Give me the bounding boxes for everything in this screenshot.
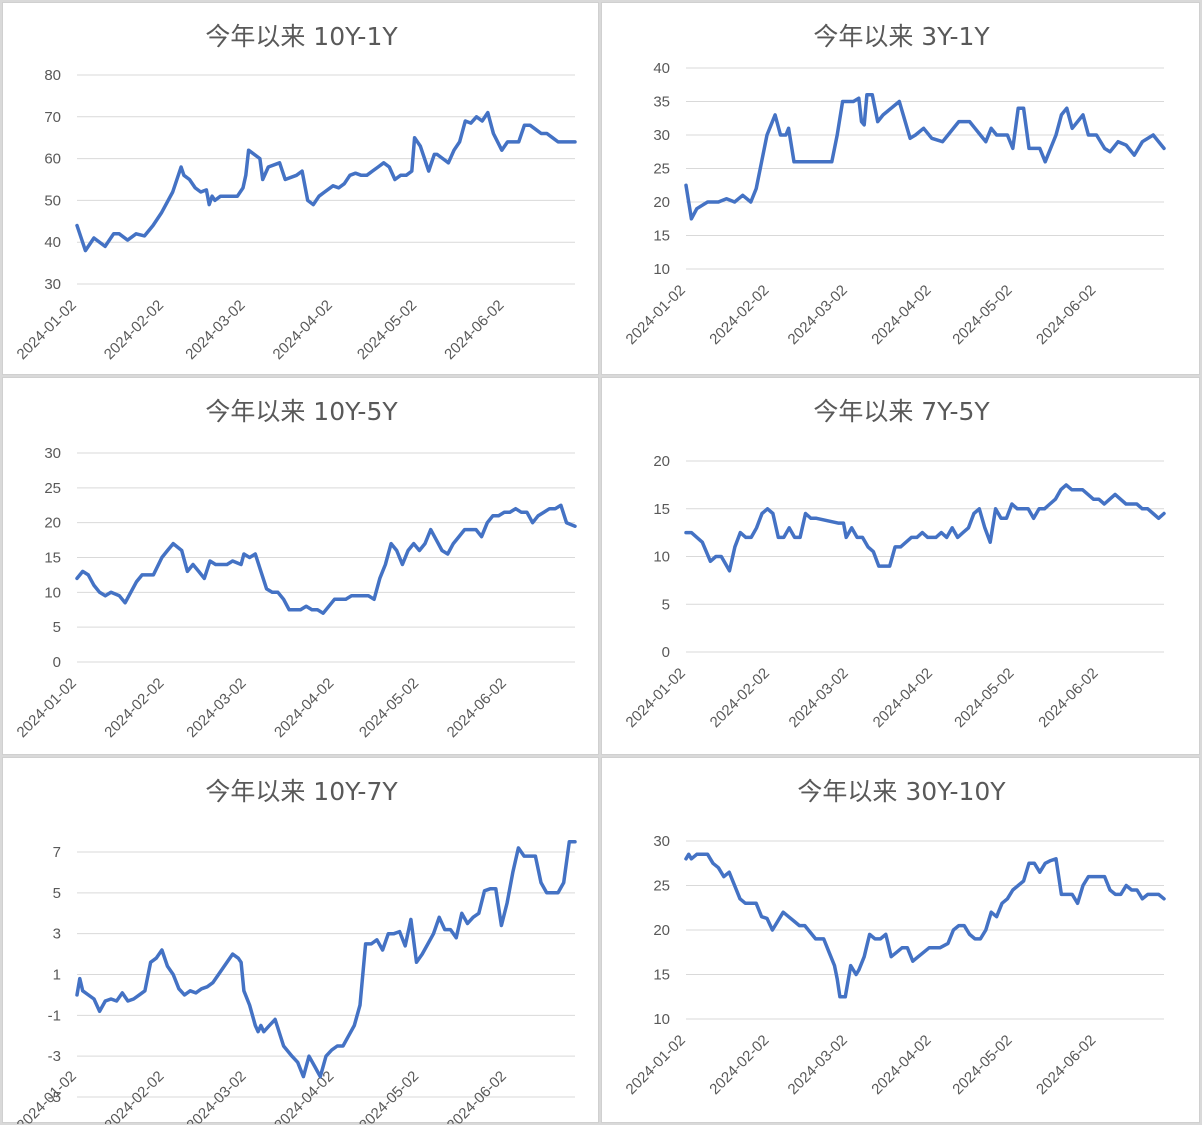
x-tick-label: 2024-04-02 <box>271 675 337 741</box>
y-tick-label: 20 <box>653 453 670 470</box>
chart-panel-2: 今年以来 3Y-1Y 10 15 20 25 30 35 40 2024-01-02 2024-0… <box>601 2 1200 375</box>
y-tick-label: 60 <box>44 151 61 168</box>
x-tick-label: 2024-01-02 <box>14 1068 80 1124</box>
series-line <box>75 503 577 615</box>
y-tick-label: 10 <box>653 1011 670 1028</box>
x-tick-label: 2024-02-02 <box>706 1032 772 1098</box>
x-tick-label: 2024-01-02 <box>623 665 689 731</box>
chart-svg: 今年以来 30Y-10Y 10 15 20 25 30 2024-01-02 2024-02-… <box>623 777 1166 1098</box>
x-tick-label: 2024-05-02 <box>356 1068 422 1124</box>
series-line <box>684 93 1166 221</box>
chart-title: 今年以来 10Y-5Y <box>205 397 398 426</box>
y-tick-label: 20 <box>44 515 61 532</box>
chart-panel-3: 今年以来 10Y-5Y 0 5 10 15 20 25 30 2024-01-02 2024-02… <box>2 377 599 755</box>
y-tick-label: 30 <box>653 833 670 850</box>
chart-panel-5: 今年以来 10Y-7Y -5 -3 -1 1 3 5 7 2024-01-02 2024-02-0… <box>2 757 599 1124</box>
y-tick-label: 25 <box>653 161 670 178</box>
y-tick-label: 15 <box>653 228 670 245</box>
y-tick-label: 3 <box>53 926 61 943</box>
x-tick-label: 2024-01-02 <box>623 1032 689 1098</box>
x-tick-label: 2024-03-02 <box>182 297 248 363</box>
x-tick-label: 2024-06-02 <box>1033 282 1099 348</box>
x-tick-label: 2024-02-02 <box>101 297 167 363</box>
x-tick-label: 2024-06-02 <box>441 297 507 363</box>
y-tick-label: 25 <box>653 878 670 895</box>
y-tick-label: 30 <box>44 445 61 462</box>
y-tick-label: 10 <box>44 584 61 601</box>
x-tick-label: 2024-05-02 <box>951 665 1017 731</box>
y-tick-label: 20 <box>653 922 670 939</box>
x-tick-label: 2024-03-02 <box>785 1032 851 1098</box>
x-tick-label: 2024-04-02 <box>868 1032 934 1098</box>
chart-title: 今年以来 30Y-10Y <box>797 777 1006 806</box>
x-tick-label: 2024-01-02 <box>14 675 80 741</box>
y-tick-label: 5 <box>662 596 670 613</box>
y-tick-label: 40 <box>653 60 670 77</box>
y-tick-label: 30 <box>44 276 61 293</box>
x-tick-label: 2024-01-02 <box>623 282 689 348</box>
chart-title: 今年以来 10Y-7Y <box>205 777 398 806</box>
chart-svg: 今年以来 10Y-7Y -5 -3 -1 1 3 5 7 2024-01-02 2024-02-0… <box>14 777 577 1124</box>
x-tick-label: 2024-03-02 <box>183 675 249 741</box>
x-tick-label: 2024-04-02 <box>868 282 934 348</box>
x-tick-label: 2024-01-02 <box>14 297 80 363</box>
x-tick-label: 2024-02-02 <box>707 665 773 731</box>
y-tick-label: 10 <box>653 549 670 566</box>
x-tick-label: 2024-06-02 <box>1035 665 1101 731</box>
x-tick-label: 2024-05-02 <box>949 282 1015 348</box>
chart-svg: 今年以来 10Y-5Y 0 5 10 15 20 25 30 2024-01-02 2024-02… <box>14 397 577 741</box>
y-tick-label: 20 <box>653 194 670 211</box>
chart-title: 今年以来 10Y-1Y <box>205 22 398 51</box>
x-tick-label: 2024-02-02 <box>101 1068 167 1124</box>
y-tick-label: 40 <box>44 234 61 251</box>
y-tick-label: 1 <box>53 967 61 984</box>
y-tick-label: 7 <box>53 844 61 861</box>
y-tick-label: 15 <box>44 550 61 567</box>
y-tick-label: 50 <box>44 192 61 209</box>
chart-svg: 今年以来 10Y-1Y 30 40 50 60 70 80 2024-01-02 2024-02… <box>14 22 577 363</box>
x-tick-label: 2024-02-02 <box>706 282 772 348</box>
x-tick-label: 2024-03-02 <box>183 1068 249 1124</box>
y-tick-label: -5 <box>48 1089 61 1106</box>
series-line <box>75 840 577 1079</box>
y-tick-label: 25 <box>44 480 61 497</box>
y-tick-label: 30 <box>653 127 670 144</box>
series-line <box>684 483 1166 573</box>
x-tick-label: 2024-06-02 <box>444 675 510 741</box>
chart-panel-4: 今年以来 7Y-5Y 0 5 10 15 20 2024-01-02 2024-02-02 20… <box>601 377 1200 755</box>
y-tick-label: -1 <box>48 1007 61 1024</box>
chart-title: 今年以来 3Y-1Y <box>813 22 990 51</box>
y-tick-label: -3 <box>48 1048 61 1065</box>
y-tick-label: 0 <box>662 644 670 661</box>
x-tick-label: 2024-02-02 <box>101 675 167 741</box>
chart-svg: 今年以来 3Y-1Y 10 15 20 25 30 35 40 2024-01-02 2024-0… <box>623 22 1166 348</box>
y-tick-label: 15 <box>653 967 670 984</box>
x-tick-label: 2024-05-02 <box>354 297 420 363</box>
x-tick-label: 2024-05-02 <box>949 1032 1015 1098</box>
x-tick-label: 2024-03-02 <box>786 665 852 731</box>
chart-panel-6: 今年以来 30Y-10Y 10 15 20 25 30 2024-01-02 2024-02-… <box>601 757 1200 1123</box>
y-tick-label: 5 <box>53 885 61 902</box>
x-tick-label: 2024-04-02 <box>870 665 936 731</box>
chart-panel-1: 今年以来 10Y-1Y 30 40 50 60 70 80 2024-01-02 2024-02… <box>2 2 599 375</box>
x-tick-label: 2024-06-02 <box>444 1068 510 1124</box>
chart-title: 今年以来 7Y-5Y <box>813 397 990 426</box>
series-line <box>684 852 1166 999</box>
y-tick-label: 10 <box>653 261 670 278</box>
x-tick-label: 2024-03-02 <box>785 282 851 348</box>
x-tick-label: 2024-05-02 <box>356 675 422 741</box>
y-tick-label: 35 <box>653 94 670 111</box>
x-tick-label: 2024-04-02 <box>270 297 336 363</box>
y-tick-label: 70 <box>44 109 61 126</box>
y-tick-label: 0 <box>53 654 61 671</box>
y-tick-label: 15 <box>653 501 670 518</box>
y-tick-label: 80 <box>44 67 61 84</box>
series-line <box>75 110 577 253</box>
x-tick-label: 2024-06-02 <box>1033 1032 1099 1098</box>
y-tick-label: 5 <box>53 619 61 636</box>
